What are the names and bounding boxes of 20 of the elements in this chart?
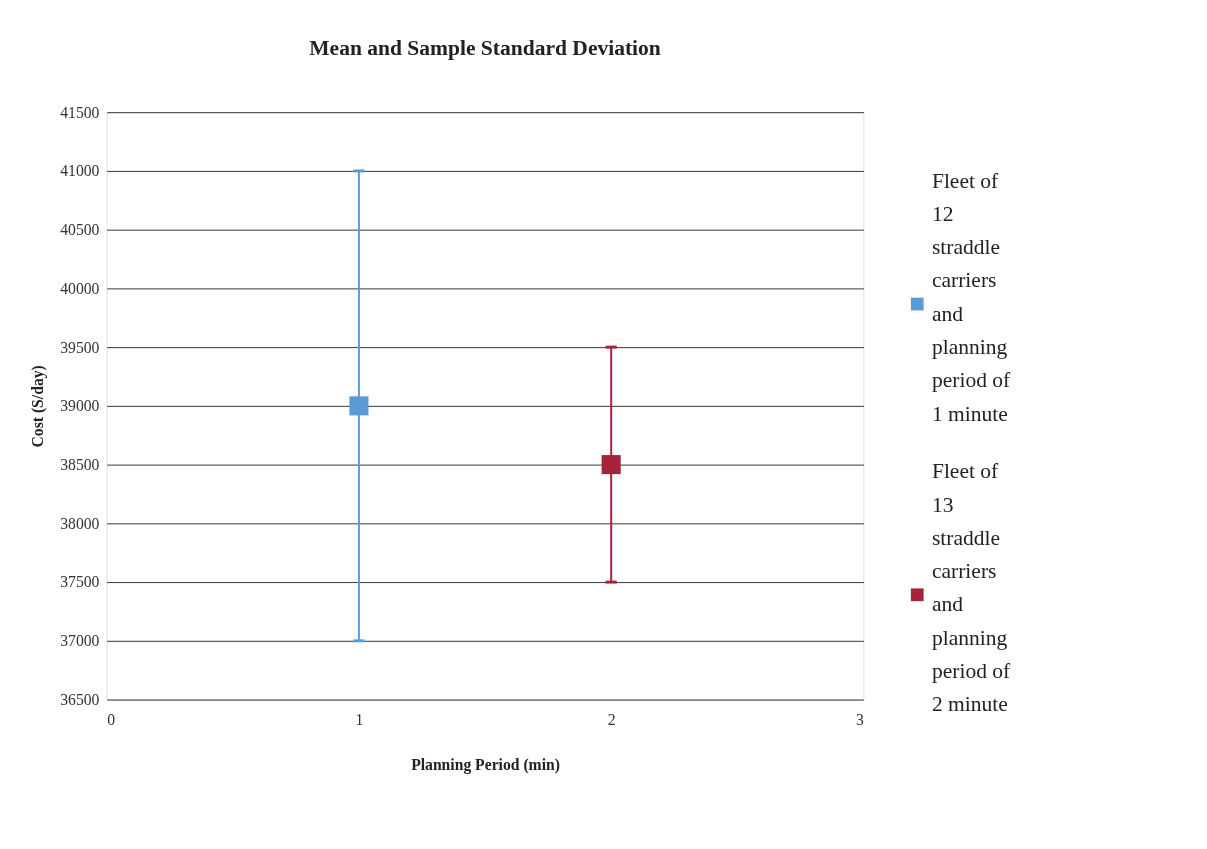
y-tick-label: 37000: [60, 632, 100, 650]
y-tick-label: 39000: [60, 397, 100, 415]
x-axis-title: Planning Period (min): [411, 755, 560, 774]
legend-label: Fleet of 12 straddle carriers and planning period of 1 minute: [931, 168, 1012, 426]
y-tick-label: 39500: [60, 338, 100, 356]
y-axis-title: Cost (S/day): [28, 365, 47, 448]
y-tick-label: 40000: [60, 279, 100, 297]
x-tick-label: 1: [355, 710, 364, 728]
y-tick-label: 38500: [60, 455, 100, 473]
x-tick-label: 3: [856, 710, 865, 728]
legend-label: Fleet of 13 straddle carriers and planning period of 2 minute: [931, 459, 1012, 717]
y-tick-label: 41000: [60, 162, 100, 180]
y-tick-label: 38000: [60, 514, 100, 532]
y-tick-label: 40500: [60, 221, 100, 239]
y-tick-label: 41500: [60, 103, 100, 121]
x-tick-label: 2: [607, 710, 616, 728]
x-tick-label: 0: [107, 710, 116, 728]
chart-title: Mean and Sample Standard Deviation: [309, 36, 661, 61]
y-tick-label: 37500: [60, 573, 100, 591]
y-tick-label: 36500: [60, 690, 100, 708]
